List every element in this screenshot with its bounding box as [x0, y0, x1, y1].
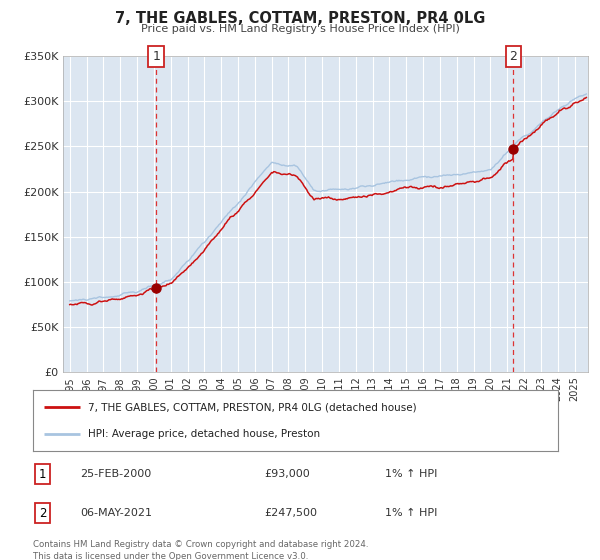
- Text: 1% ↑ HPI: 1% ↑ HPI: [385, 508, 437, 518]
- Text: 06-MAY-2021: 06-MAY-2021: [80, 508, 152, 518]
- Text: Contains HM Land Registry data © Crown copyright and database right 2024.
This d: Contains HM Land Registry data © Crown c…: [33, 540, 368, 560]
- Text: £247,500: £247,500: [264, 508, 317, 518]
- Text: 2: 2: [509, 49, 517, 63]
- Text: Price paid vs. HM Land Registry's House Price Index (HPI): Price paid vs. HM Land Registry's House …: [140, 24, 460, 34]
- Text: 1: 1: [39, 468, 46, 481]
- Text: HPI: Average price, detached house, Preston: HPI: Average price, detached house, Pres…: [88, 429, 320, 439]
- Text: 1: 1: [152, 49, 160, 63]
- Text: 2: 2: [39, 507, 46, 520]
- Text: 7, THE GABLES, COTTAM, PRESTON, PR4 0LG: 7, THE GABLES, COTTAM, PRESTON, PR4 0LG: [115, 11, 485, 26]
- Text: £93,000: £93,000: [264, 469, 310, 479]
- Text: 1% ↑ HPI: 1% ↑ HPI: [385, 469, 437, 479]
- Text: 25-FEB-2000: 25-FEB-2000: [80, 469, 151, 479]
- Text: 7, THE GABLES, COTTAM, PRESTON, PR4 0LG (detached house): 7, THE GABLES, COTTAM, PRESTON, PR4 0LG …: [88, 402, 417, 412]
